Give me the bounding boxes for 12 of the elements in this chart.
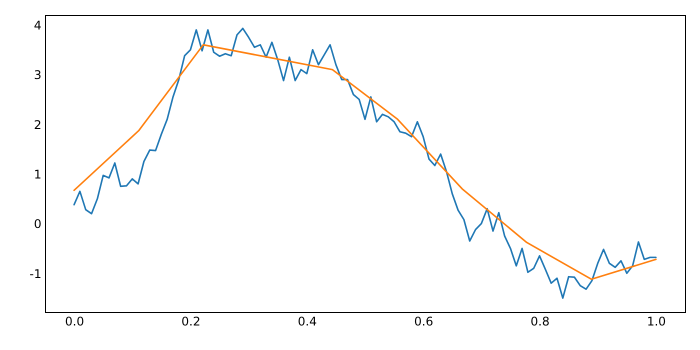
x-tick-label: 0.8 xyxy=(530,314,550,328)
x-tick-label: 0.2 xyxy=(181,314,200,328)
y-tick-label: 2 xyxy=(34,118,42,132)
x-tick-label: 0.4 xyxy=(298,314,317,328)
x-tick-label: 1.0 xyxy=(646,314,666,328)
x-tick-label: 0.6 xyxy=(414,314,434,328)
y-tick-label: 0 xyxy=(34,217,42,232)
y-tick-label: 3 xyxy=(34,68,42,82)
y-tick-label: -1 xyxy=(30,266,42,281)
x-tick-label: 0.0 xyxy=(65,314,84,328)
y-tick-label: 4 xyxy=(34,18,42,32)
y-tick-label: 1 xyxy=(34,167,42,182)
